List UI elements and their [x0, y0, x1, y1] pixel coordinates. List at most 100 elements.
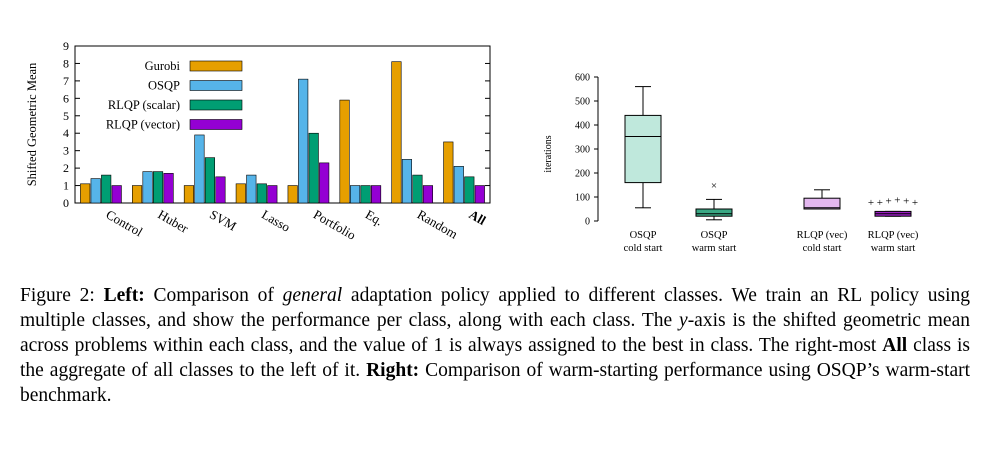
- legend-swatch: [189, 60, 243, 72]
- outlier-marker: ×: [711, 180, 717, 192]
- bar: [319, 162, 330, 204]
- bar: [246, 174, 257, 204]
- bar: [132, 185, 143, 204]
- y-tick-label: 600: [575, 73, 590, 84]
- x-tick-label-line2: cold start: [803, 243, 842, 254]
- y-tick-label: 7: [63, 74, 69, 88]
- outlier-marker: +: [877, 197, 883, 209]
- x-tick-label-line2: warm start: [692, 243, 737, 254]
- bar: [453, 166, 464, 204]
- bar: [412, 174, 423, 204]
- y-tick-label: 100: [575, 193, 590, 204]
- left-bar-chart: 0 1 2 3 4 5 6 7 8 9 Shifted Geometric Mean Control H…: [25, 39, 491, 243]
- x-tick-label: Portfolio: [311, 207, 359, 243]
- box: [624, 114, 662, 184]
- bar: [464, 176, 475, 204]
- bar: [204, 157, 215, 204]
- legend-label: OSQP: [148, 79, 180, 93]
- bar: [194, 134, 205, 204]
- caption-all-label: All: [882, 335, 908, 356]
- bar: [391, 61, 402, 204]
- x-tick-label-line2: cold start: [624, 243, 663, 254]
- outlier-marker: +: [885, 196, 891, 208]
- bar: [371, 185, 382, 204]
- box: [695, 208, 733, 217]
- bar: [360, 185, 371, 204]
- y-tick-label: 200: [575, 169, 590, 180]
- caption-y-variable: y: [679, 310, 688, 331]
- bar: [215, 176, 226, 204]
- y-tick-label: 500: [575, 97, 590, 108]
- bar: [111, 185, 122, 204]
- x-tick-label: RLQP (vec): [797, 230, 848, 241]
- box: [803, 197, 841, 210]
- outlier-marker: +: [868, 197, 874, 209]
- bar: [401, 159, 412, 204]
- legend-label: RLQP (scalar): [108, 98, 180, 112]
- x-tick-label: Huber: [155, 207, 191, 237]
- plot-frame: [74, 45, 491, 204]
- y-tick-label: 0: [63, 196, 69, 210]
- bar: [443, 141, 454, 204]
- x-tick-label: Eq.: [363, 207, 386, 229]
- x-tick-label: Lasso: [259, 207, 293, 235]
- bar: [235, 183, 246, 204]
- outlier-marker: +: [903, 196, 909, 208]
- x-tick-label: Random: [415, 207, 461, 242]
- bar: [422, 185, 433, 204]
- bar: [256, 183, 267, 204]
- y-tick-label: 0: [585, 217, 590, 228]
- caption-text-2: adaptation policy applied to different c…: [20, 285, 971, 331]
- caption-left-label: Left:: [103, 285, 145, 306]
- bar: [339, 99, 350, 204]
- outlier-marker: +: [894, 194, 900, 206]
- x-tick-label: SVM: [207, 207, 239, 234]
- y-tick-label: 4: [63, 126, 69, 140]
- bar: [350, 185, 361, 204]
- legend-swatch: [189, 80, 243, 91]
- legend-label: RLQP (vector): [106, 118, 180, 132]
- caption-text-4: class is the aggregate of all classes to…: [20, 335, 970, 381]
- bar: [101, 174, 112, 204]
- bar: [308, 132, 319, 204]
- caption-figure-label: Figure 2:: [20, 285, 104, 306]
- caption-text-5: Comparison of warm-starting performance …: [20, 360, 971, 406]
- bar: [183, 185, 194, 204]
- figure-canvas: 0 1 2 3 4 5 6 7 8 9 Shifted Geometric Mean Control H…: [25, 39, 919, 255]
- x-tick-label: RLQP (vec): [868, 230, 919, 241]
- y-axis-label: Shifted Geometric Mean: [25, 62, 39, 186]
- legend-swatch: [189, 119, 243, 130]
- right-box-plot: 0 100 200 300 400 500 600 iterations OSQP cold st…: [543, 73, 919, 255]
- outlier-marker: +: [912, 197, 918, 209]
- y-tick-label: 300: [575, 145, 590, 156]
- figure-caption: Figure 2: Left: Comparison of general ad…: [20, 283, 970, 408]
- bar: [267, 185, 278, 204]
- caption-text-3: -axis is the shifted geometric mean acro…: [20, 310, 970, 356]
- caption-general: general: [282, 285, 343, 306]
- y-tick-label: 400: [575, 121, 590, 132]
- bar: [298, 78, 309, 204]
- figure: 0 1 2 3 4 5 6 7 8 9 Shifted Geometric Mean Control H…: [25, 39, 919, 255]
- y-tick-label: 2: [63, 161, 69, 175]
- bar: [80, 183, 91, 204]
- y-axis-label: iterations: [543, 135, 554, 172]
- y-tick-label: 3: [63, 144, 69, 158]
- y-tick-label: 9: [63, 39, 69, 53]
- bar: [474, 185, 485, 204]
- y-tick-label: 8: [63, 56, 69, 70]
- bar: [90, 178, 101, 204]
- caption-text-1: Comparison of: [144, 285, 283, 306]
- bar: [163, 173, 174, 204]
- bar: [153, 171, 164, 204]
- x-tick-label-line2: warm start: [871, 243, 916, 254]
- x-tick-label: OSQP: [701, 230, 728, 241]
- bar: [287, 185, 298, 204]
- x-tick-label: OSQP: [630, 230, 657, 241]
- x-tick-label: Control: [103, 207, 145, 240]
- y-tick-label: 1: [63, 179, 69, 193]
- legend-swatch: [189, 99, 243, 111]
- x-tick-label: All: [467, 207, 489, 228]
- y-tick-label: 5: [63, 109, 69, 123]
- y-tick-label: 6: [63, 91, 69, 105]
- legend-label: Gurobi: [145, 59, 181, 73]
